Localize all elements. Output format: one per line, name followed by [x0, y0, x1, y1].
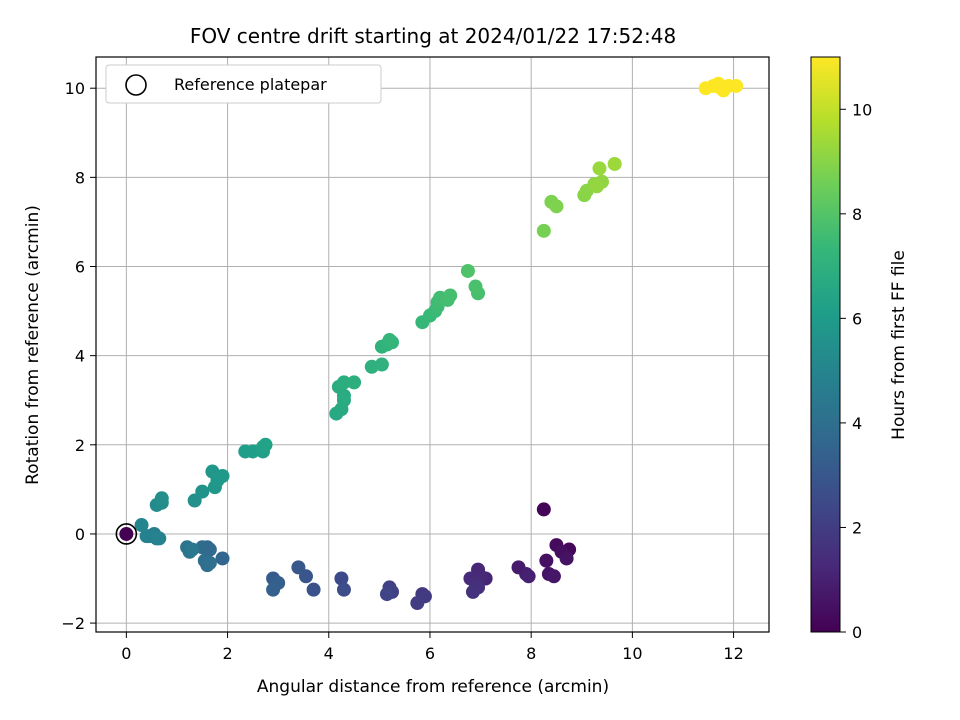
data-point — [559, 551, 574, 566]
legend: Reference platepar — [105, 64, 382, 104]
data-point — [460, 263, 475, 278]
y-tick-label: 10 — [65, 79, 85, 98]
data-point — [215, 551, 230, 566]
colorbar-tick-label: 8 — [852, 205, 862, 224]
y-tick-label: 2 — [75, 436, 85, 455]
data-points — [119, 76, 744, 611]
y-axis-ticks: −2 0 2 4 6 8 10 — [61, 79, 96, 633]
data-point — [546, 569, 561, 584]
colorbar-tick-label: 6 — [852, 309, 862, 328]
x-tick-label: 10 — [622, 644, 642, 663]
data-point — [521, 569, 536, 584]
legend-label-reference: Reference platepar — [174, 75, 327, 94]
data-point — [589, 179, 604, 194]
y-tick-label: 0 — [75, 525, 85, 544]
x-tick-label: 2 — [222, 644, 232, 663]
y-axis-label: Rotation from reference (arcmin) — [23, 205, 43, 485]
colorbar-tick-label: 0 — [852, 623, 862, 642]
colorbar — [810, 56, 841, 633]
data-point — [334, 571, 349, 586]
colorbar-label: Hours from first FF file — [889, 250, 909, 440]
data-point — [549, 199, 564, 214]
x-tick-label: 0 — [121, 644, 131, 663]
data-point — [139, 529, 154, 544]
reference-platepar-marker — [115, 523, 138, 545]
data-point — [382, 333, 397, 348]
y-tick-label: 8 — [75, 168, 85, 187]
x-tick-label: 12 — [723, 644, 743, 663]
data-point — [154, 491, 169, 506]
x-tick-label: 6 — [425, 644, 435, 663]
grid — [96, 57, 769, 632]
legend-reference-marker-icon — [125, 74, 147, 96]
data-point — [729, 78, 744, 93]
data-point — [185, 542, 200, 557]
data-point — [119, 526, 134, 541]
x-axis-ticks: 0 2 4 6 8 10 12 — [121, 632, 744, 663]
data-point — [374, 357, 389, 372]
data-point — [266, 582, 281, 597]
data-point — [468, 279, 483, 294]
y-tick-label: 6 — [75, 257, 85, 276]
data-point — [536, 502, 551, 517]
data-point — [195, 484, 210, 499]
data-point — [443, 288, 458, 303]
data-point — [258, 437, 273, 452]
data-point — [539, 553, 554, 568]
reference-marker-layer — [115, 523, 138, 545]
data-point — [336, 375, 351, 390]
colorbar-tick-label: 10 — [852, 100, 872, 119]
x-tick-label: 4 — [324, 644, 334, 663]
colorbar-ticks: 0 2 4 6 8 10 — [840, 100, 872, 642]
x-tick-label: 8 — [526, 644, 536, 663]
x-axis-label: Angular distance from reference (arcmin) — [257, 677, 609, 697]
data-point — [215, 468, 230, 483]
data-point — [536, 223, 551, 238]
data-point — [152, 531, 167, 546]
legend-box — [105, 64, 382, 104]
data-point — [592, 161, 607, 176]
data-point — [465, 584, 480, 599]
data-point — [607, 156, 622, 171]
chart-title: FOV centre drift starting at 2024/01/22 … — [190, 24, 676, 48]
data-point — [379, 587, 394, 602]
y-tick-label: 4 — [75, 347, 85, 366]
colorbar-tick-label: 4 — [852, 414, 862, 433]
data-point — [410, 596, 425, 611]
data-point — [202, 555, 217, 570]
colorbar-tick-label: 2 — [852, 518, 862, 537]
y-tick-label: −2 — [61, 614, 85, 633]
data-point — [336, 582, 351, 597]
data-point — [306, 582, 321, 597]
data-point — [291, 560, 306, 575]
plot-frame — [95, 56, 770, 633]
data-point — [347, 375, 362, 390]
data-point — [134, 518, 149, 533]
